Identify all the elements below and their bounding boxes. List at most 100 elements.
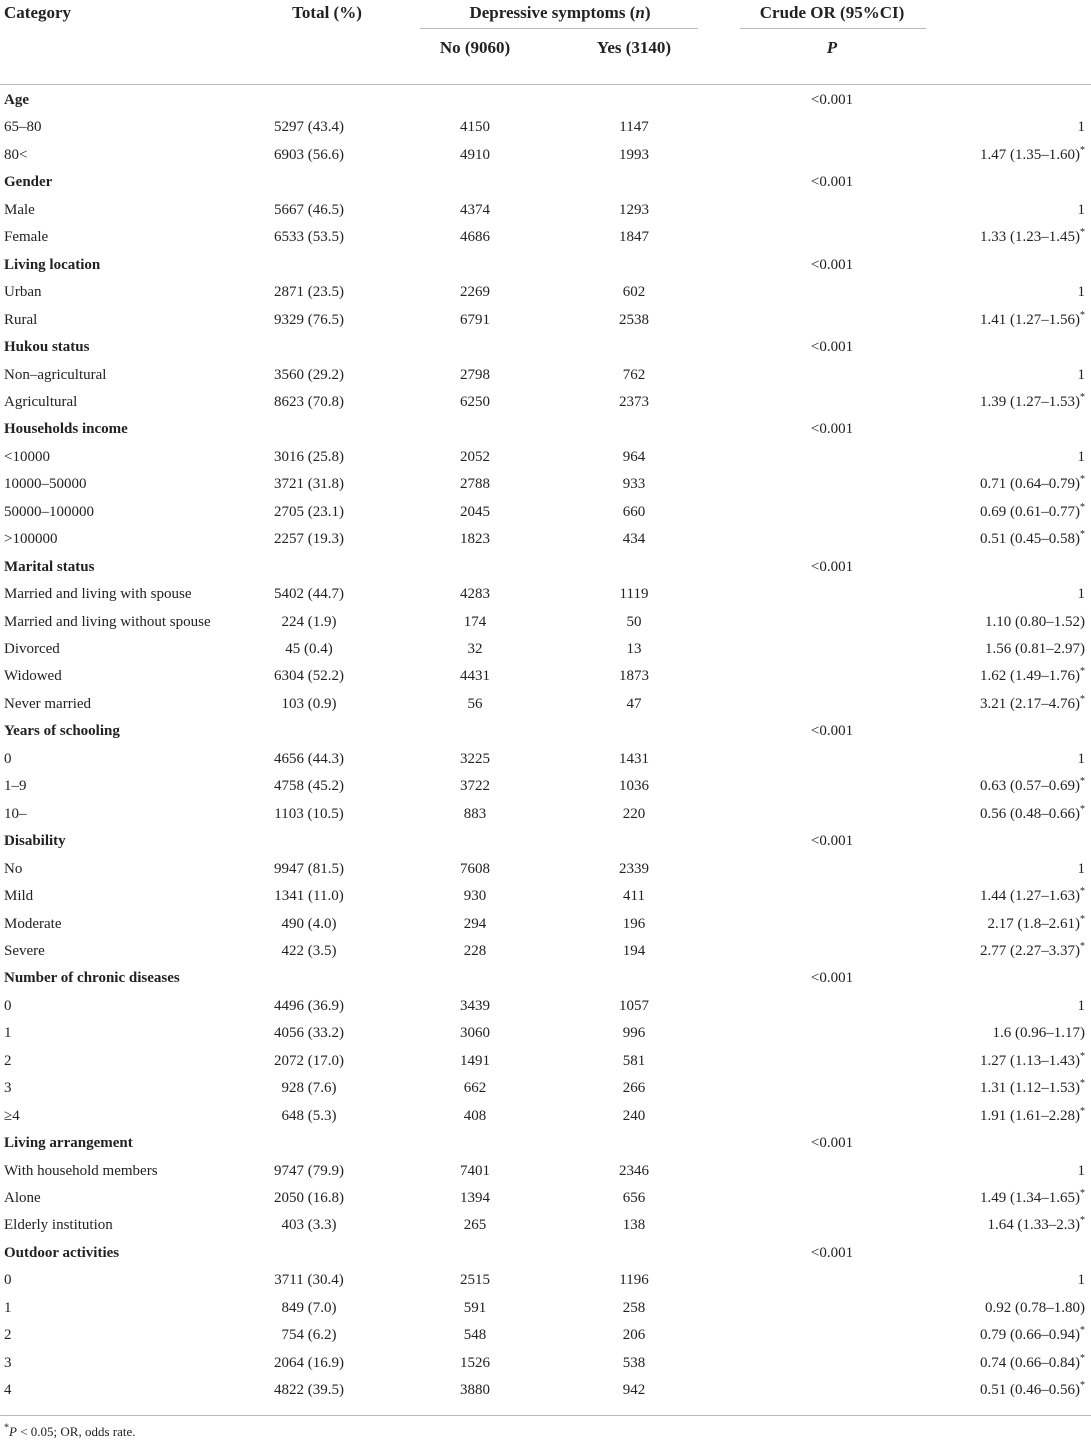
odds-ratio: 1 [1078, 859, 1086, 879]
category: Mild [4, 888, 34, 905]
count-no: 662 [463, 1080, 487, 1097]
significance-mark: * [1080, 501, 1085, 513]
count-no: 3880 [460, 1382, 490, 1399]
count-no: 294 [463, 915, 487, 932]
group-label: Households income [4, 421, 128, 438]
count-yes: 434 [622, 531, 646, 548]
odds-ratio-value: 1.27 (1.13–1.43) [980, 1052, 1080, 1069]
category: 10– [4, 805, 27, 822]
odds-ratio-value: 0.74 (0.66–0.84) [980, 1354, 1080, 1371]
category: 1–9 [4, 778, 27, 795]
category: 80< [4, 146, 28, 163]
total: 8623 (70.8) [274, 393, 344, 410]
significance-mark: * [1080, 693, 1085, 705]
total: 403 (3.3) [281, 1217, 337, 1234]
odds-ratio-value: 1 [1077, 119, 1086, 136]
total: 224 (1.9) [281, 613, 337, 630]
odds-ratio-value: 1 [1077, 860, 1086, 877]
significance-mark: * [1080, 1105, 1085, 1117]
group-label: Gender [4, 174, 53, 191]
significance-mark: * [1080, 391, 1085, 403]
count-yes: 411 [623, 888, 645, 905]
header-depressive: Depressive symptoms (n) [469, 2, 650, 24]
count-no: 2515 [460, 1272, 490, 1289]
odds-ratio: 0.51 (0.46–0.56)* [980, 1380, 1085, 1400]
count-yes: 538 [622, 1354, 646, 1371]
total: 5402 (44.7) [274, 586, 344, 603]
count-yes: 2339 [619, 860, 649, 877]
category: 2 [4, 1052, 12, 1069]
total: 6304 (52.2) [274, 668, 344, 685]
odds-ratio: 1 [1078, 996, 1086, 1016]
total: 3016 (25.8) [274, 448, 344, 465]
odds-ratio-value: 1.6 (0.96–1.17) [992, 1025, 1086, 1042]
odds-ratio-value: 0.92 (0.78–1.80) [985, 1299, 1085, 1316]
count-yes: 1993 [619, 146, 649, 163]
count-yes: 196 [622, 915, 646, 932]
odds-ratio: 0.69 (0.61–0.77)* [980, 502, 1085, 522]
count-yes: 240 [622, 1107, 646, 1124]
odds-ratio-value: 1.62 (1.49–1.76) [980, 668, 1080, 685]
count-yes: 964 [622, 448, 646, 465]
total: 9947 (81.5) [274, 860, 344, 877]
header-rule [420, 28, 698, 29]
count-no: 7608 [460, 860, 490, 877]
count-yes: 942 [622, 1382, 646, 1399]
odds-ratio: 0.56 (0.48–0.66)* [980, 804, 1085, 824]
odds-ratio-value: 0.71 (0.64–0.79) [980, 476, 1080, 493]
odds-ratio: 1.62 (1.49–1.76)* [980, 666, 1085, 686]
category: No [4, 860, 23, 877]
category: Never married [4, 695, 92, 712]
total: 4758 (45.2) [274, 778, 344, 795]
total: 5297 (43.4) [274, 119, 344, 136]
odds-ratio-value: 0.56 (0.48–0.66) [980, 805, 1080, 822]
total: 103 (0.9) [281, 695, 337, 712]
total: 6533 (53.5) [274, 229, 344, 246]
header-text: n [635, 3, 645, 22]
odds-ratio-value: 1.47 (1.35–1.60) [980, 146, 1080, 163]
total: 2072 (17.0) [274, 1052, 344, 1069]
category: Severe [4, 942, 45, 959]
count-yes: 602 [622, 284, 646, 301]
category: 3 [4, 1080, 12, 1097]
odds-ratio-value: 1.41 (1.27–1.56) [980, 311, 1080, 328]
group-label: Number of chronic diseases [4, 970, 180, 987]
group-label: Outdoor activities [4, 1244, 120, 1261]
odds-ratio: 2.77 (2.27–3.37)* [980, 941, 1085, 961]
group-p: <0.001 [810, 92, 854, 108]
significance-mark: * [1080, 940, 1085, 952]
count-yes: 1293 [619, 201, 649, 218]
group-p: <0.001 [810, 1244, 854, 1261]
total: 3721 (31.8) [274, 476, 344, 493]
count-no: 1394 [460, 1190, 490, 1206]
count-no: 1823 [460, 531, 490, 548]
odds-ratio: 1 [1078, 365, 1086, 385]
category: Alone [4, 1190, 41, 1206]
odds-ratio-value: 1 [1077, 1272, 1086, 1289]
count-no: 7401 [460, 1162, 490, 1179]
odds-ratio: 1 [1078, 749, 1086, 769]
count-no: 4431 [460, 668, 490, 685]
count-no: 56 [467, 695, 483, 712]
count-no: 32 [467, 641, 483, 657]
count-no: 2798 [460, 366, 490, 383]
total: 2050 (16.8) [274, 1190, 344, 1206]
significance-mark: * [1080, 1325, 1085, 1337]
count-yes: 996 [622, 1025, 646, 1042]
odds-ratio: 1 [1078, 1270, 1086, 1290]
count-yes: 1036 [619, 778, 649, 795]
header-text: ) [644, 3, 651, 22]
odds-ratio-value: 1.91 (1.61–2.28) [980, 1107, 1080, 1124]
significance-mark: * [1080, 1380, 1085, 1392]
category: 0 [4, 750, 12, 767]
odds-ratio: 0.51 (0.45–0.58)* [980, 529, 1085, 549]
total: 1341 (11.0) [274, 888, 344, 905]
category: 65–80 [4, 119, 42, 136]
category: Divorced [4, 641, 60, 657]
footnote-symbol: * [4, 1422, 9, 1434]
category: 2 [4, 1327, 12, 1344]
category: 50000–100000 [4, 503, 94, 520]
header-bottom-rule [0, 84, 1091, 85]
count-yes: 1847 [619, 229, 649, 246]
